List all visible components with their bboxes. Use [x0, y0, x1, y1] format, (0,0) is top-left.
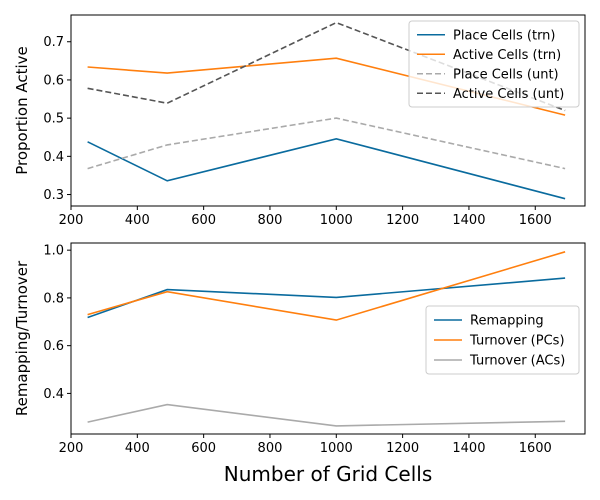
chart-0-legend-label-1: Active Cells (trn) [453, 48, 561, 63]
chart-0-xtick-label-1: 400 [125, 213, 150, 228]
chart-0-xtick-label-7: 1600 [519, 213, 552, 228]
chart-0-ytick-label-4: 0.7 [43, 35, 64, 50]
chart-0-xtick-label-6: 1400 [452, 213, 485, 228]
chart-0-ylabel: Proportion Active [13, 46, 31, 175]
chart-1-xtick-label-3: 800 [258, 441, 283, 456]
chart-0-series-line-0 [87, 137, 566, 200]
chart-1-series-line-1 [87, 251, 566, 321]
remapping-turnover-panel: 200 400 600 800 1000 1200 1400 1600 0.4 0.6 0.8 1.0… [13, 242, 586, 486]
chart-0-xtick-label-4: 1000 [320, 213, 353, 228]
chart-1-xtick-label-4: 1000 [320, 441, 353, 456]
chart-0-ytick-label-3: 0.6 [43, 73, 64, 88]
chart-0-legend-label-3: Active Cells (unt) [453, 87, 564, 102]
chart-1-legend-box [425, 305, 580, 375]
chart-1-xlabel: Number of Grid Cells [224, 462, 432, 486]
chart-0-series-line-2 [87, 117, 566, 170]
chart-1-xtick-label-6: 1400 [452, 441, 485, 456]
chart-0-xtick-label-3: 800 [258, 213, 283, 228]
chart-1-series-line-2 [87, 403, 566, 427]
chart-0-legend-box [408, 20, 580, 108]
chart-1-xtick-label-0: 200 [59, 441, 84, 456]
chart-0-xtick-label-5: 1200 [386, 213, 419, 228]
chart-1-legend-label-1: Turnover (PCs) [469, 334, 565, 349]
chart-0-legend: Place Cells (trn) Active Cells (trn) Place… [408, 20, 580, 108]
proportion-active-panel: 200 400 600 800 1000 1200 1400 1600 0.3 0.4 0.5 0.6… [13, 14, 586, 228]
chart-0-ytick-label-1: 0.4 [43, 150, 64, 165]
chart-1-ytick-label-2: 0.8 [43, 291, 64, 306]
chart-1-ytick-label-3: 1.0 [43, 244, 64, 259]
chart-1-axes-frame [70, 242, 586, 435]
chart-0-ytick-label-0: 0.3 [43, 188, 64, 203]
chart-1-xtick-label-5: 1200 [386, 441, 419, 456]
chart-0-axes-frame [70, 14, 586, 207]
chart-1-legend-label-0: Remapping [470, 314, 544, 329]
chart-1-legend-label-2: Turnover (ACs) [469, 354, 565, 369]
chart-1-ylabel: Remapping/Turnover [13, 260, 31, 416]
chart-1-ytick-label-0: 0.4 [43, 387, 64, 402]
chart-0-xtick-label-0: 200 [59, 213, 84, 228]
chart-1-xtick-label-2: 600 [191, 441, 216, 456]
chart-1-xtick-label-1: 400 [125, 441, 150, 456]
chart-1-legend: Remapping Turnover (PCs) Turnover (ACs) [425, 305, 580, 375]
chart-0-ytick-label-2: 0.5 [43, 112, 64, 127]
chart-1-ytick-label-1: 0.6 [43, 339, 64, 354]
chart-0-legend-label-0: Place Cells (trn) [453, 28, 556, 43]
chart-0-xtick-label-2: 600 [191, 213, 216, 228]
chart-0-legend-label-2: Place Cells (unt) [453, 67, 559, 82]
chart-1-xtick-label-7: 1600 [519, 441, 552, 456]
